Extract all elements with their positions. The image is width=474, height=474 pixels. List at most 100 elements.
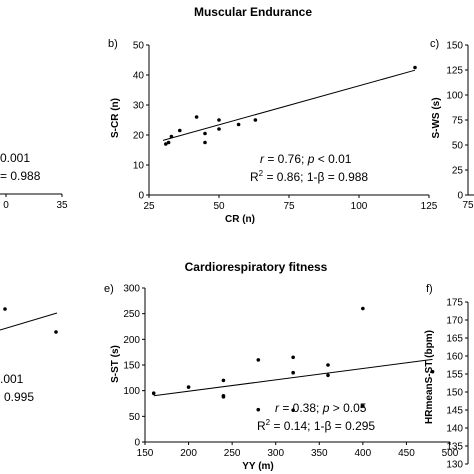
panel-b-y-axis-label: S-CR (n) [110,98,121,138]
panel-b-scatter: b) S-CR (n) CR (n) r = 0.76; p < 0.01 R2… [108,38,438,225]
panel-b-data-point [194,115,199,119]
panel-e-x-tick-label: 150 [137,448,154,459]
panel-b-x-axis-label: CR (n) [225,214,255,225]
panel-b-data-point [203,131,207,136]
r-symbol: r [275,401,280,415]
panel-b-regression-line [162,69,416,141]
p-symbol: p [307,152,315,166]
panel-b-stat-r-p: r = 0.76; p < 0.01 [260,152,352,166]
panel-e-y-tick-label: 100 [123,386,140,397]
panel-e-x-tick-label: 250 [224,448,241,459]
panel-e-data-point [221,378,226,383]
panel-e-y-tick-label: 0 [134,438,140,449]
panel-c-partial: c) S-WS (s) 75 0 25 50 75 100 125 150 [430,38,474,211]
panel-a-partial: 0.001 = 0.988 0 35 [0,151,68,211]
panel-a-x-tick-label: 35 [56,200,68,211]
panel-d-stat-line-2: 0.995 [4,390,34,404]
r2-symbol: R [250,170,259,184]
p-symbol: p [322,401,330,415]
panel-b-x-tick-label: 75 [283,201,295,212]
panel-e-data-point [326,373,330,378]
p-value: > 0.05 [329,401,366,415]
panel-e-x-tick-label: 500 [442,448,459,459]
panel-e-data-point [221,395,226,399]
panel-b-data-point [236,122,241,127]
panel-e-data-point [291,370,295,375]
r-value: = 0.76; [264,152,308,166]
panel-b-label: b) [108,38,118,50]
panel-c-y-tick-label: 125 [446,66,463,77]
panel-e-y-tick-label: 250 [123,309,140,320]
p-value: < 0.01 [314,152,351,166]
panel-e-data-point [430,369,435,374]
panel-e-x-tick-label: 450 [398,448,415,459]
panel-b-x-tick-label: 25 [143,201,155,212]
section-title-muscular-endurance: Muscular Endurance [194,5,312,19]
panel-b-y-tick-label: 50 [133,41,145,52]
panel-b-y-tick-label: 0 [138,191,144,202]
panel-f-label: f) [426,283,433,295]
panel-f-y-tick-label: 175 [446,298,463,309]
r2-power-values: = 0.14; 1-β = 0.295 [270,419,375,433]
panel-c-y-tick-label: 100 [446,91,463,102]
panel-f-y-tick-label: 150 [446,388,463,399]
panel-d-partial: .001 0.995 [0,307,58,404]
panel-e-y-axis-label: S-ST (s) [110,345,121,383]
panel-b-y-tick-label: 40 [133,71,145,82]
panel-c-y-tick-label: 150 [446,41,463,52]
panel-a-x-tick-label: 0 [3,200,9,211]
panel-d-regression-line [0,312,58,331]
panel-a-stat-line-2: = 0.988 [0,169,41,183]
section-title-cardiorespiratory-fitness: Cardiorespiratory fitness [185,260,328,274]
panel-e-y-tick-label: 150 [123,361,140,372]
panel-a-stat-line-1: 0.001 [0,151,30,165]
panel-e-data-point [256,407,261,412]
panel-e-x-tick-label: 350 [311,448,328,459]
panel-b-y-tick-label: 10 [133,161,145,172]
panel-c-label: c) [430,38,439,50]
panel-f-y-tick-label: 135 [446,442,463,453]
panel-f-y-tick-label: 155 [446,370,463,381]
panel-e-data-point [326,363,330,367]
panel-b-data-point [217,118,221,122]
panel-e-y-tick-label: 50 [129,412,141,423]
panel-b-y-tick-label: 20 [133,131,145,142]
panel-d-stat-line-1: .001 [0,372,24,386]
panel-e-data-point [291,408,295,412]
panel-b-x-tick-label: 50 [213,201,225,212]
panel-e-data-point [291,355,295,360]
r2-exponent: 2 [266,418,271,427]
r-symbol: r [260,152,265,166]
panel-d-data-point [54,330,58,334]
panel-c-y-axis-label: S-WS (s) [431,97,442,138]
panel-e-data-point [361,306,365,311]
panel-f-y-tick-label: 160 [446,352,463,363]
panel-e-y-tick-label: 200 [123,335,140,346]
panel-c-x-tick-label: 75 [462,200,474,211]
panel-b-data-point [178,128,182,133]
panel-e-y-tick-label: 300 [123,284,140,295]
panel-b-data-point [413,65,417,70]
panel-c-y-tick-label: 50 [452,141,464,152]
panel-e-data-point [256,358,261,362]
panel-e-regression-line [153,358,433,397]
r2-exponent: 2 [259,169,264,178]
r-value: = 0.38; [279,401,323,415]
panel-f-y-tick-label: 130 [446,460,463,471]
r2-power-values: = 0.86; 1-β = 0.988 [263,170,368,184]
panel-b-data-point [253,118,258,122]
panel-b-data-point [203,140,207,145]
panel-c-y-tick-label: 0 [457,191,463,202]
panel-c-y-tick-label: 25 [452,166,464,177]
panel-e-stat-r2-power: R2 = 0.14; 1-β = 0.295 [257,418,375,433]
panel-f-y-tick-label: 165 [446,334,463,345]
panel-f-y-tick-label: 145 [446,406,463,417]
panel-f-partial: f) HRmeanS-ST (bpm) 130 135 140 145 150 155 16… [424,283,469,471]
panel-b-y-tick-label: 30 [133,101,145,112]
panel-b-data-point [166,140,171,145]
r2-symbol: R [257,419,266,433]
panel-e-scatter: e) S-ST (s) YY (m) r = 0.38; p > 0.05 R2… [104,283,459,472]
panel-d-data-point [3,307,7,311]
panel-b-stat-r2-power: R2 = 0.86; 1-β = 0.988 [250,169,368,184]
